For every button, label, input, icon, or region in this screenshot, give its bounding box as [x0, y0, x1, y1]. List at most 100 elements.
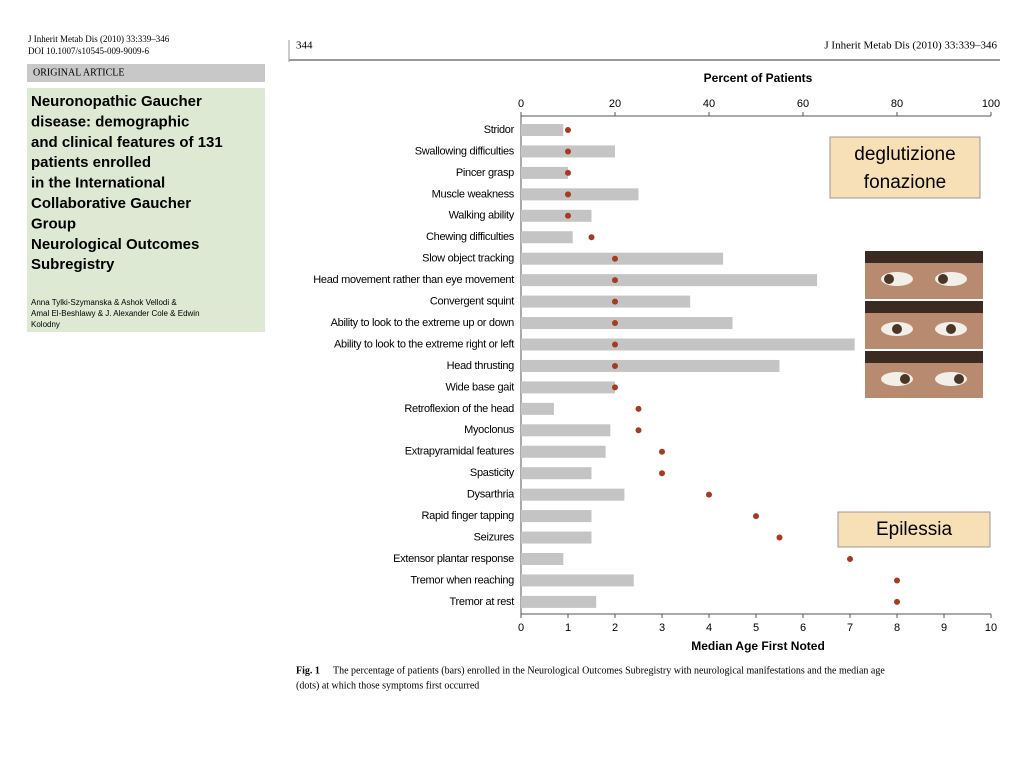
- bar: [521, 381, 615, 394]
- running-head: J Inherit Metab Dis (2010) 33:339–346: [824, 40, 997, 52]
- caption-line: The percentage of patients (bars) enroll…: [333, 665, 885, 676]
- x2-tick-label: 3: [659, 622, 665, 634]
- category-label: Tremor when reaching: [410, 574, 514, 586]
- page-number: 344: [296, 40, 313, 52]
- section-bar: [27, 64, 265, 82]
- dot: [659, 448, 665, 455]
- bar: [521, 510, 592, 523]
- bar: [521, 166, 568, 179]
- dot: [588, 234, 595, 241]
- axis-title: Median Age First Noted: [691, 639, 825, 653]
- dot: [894, 598, 900, 605]
- category-label: Convergent squint: [430, 296, 514, 308]
- callout-text: fonazione: [864, 172, 946, 193]
- title-line: Subregistry: [31, 256, 115, 273]
- x2-tick-label: 4: [706, 622, 712, 634]
- bar: [521, 531, 592, 544]
- category-label: Slow object tracking: [422, 253, 514, 265]
- dot: [753, 513, 759, 520]
- citation: J Inherit Metab Dis (2010) 33:339–346: [28, 34, 170, 44]
- x-tick-label: 80: [891, 98, 903, 110]
- x-tick-label: 20: [609, 98, 621, 110]
- dot: [706, 491, 712, 498]
- bar: [521, 488, 625, 501]
- author-line: Anna Tylki-Szymanska & Ashok Vellodi &: [31, 298, 177, 307]
- x2-tick-label: 2: [612, 622, 618, 634]
- doi: DOI 10.1007/s10545-009-9009-6: [28, 46, 149, 56]
- x2-tick-label: 0: [518, 622, 524, 634]
- title-line: Group: [31, 215, 76, 232]
- category-label: Retroflexion of the head: [404, 403, 514, 415]
- category-label: Extrapyramidal features: [405, 446, 515, 458]
- category-label: Rapid finger tapping: [422, 510, 515, 522]
- title-line: Neuronopathic Gaucher: [31, 93, 202, 110]
- x-tick-label: 40: [703, 98, 715, 110]
- callout-text: deglutizione: [854, 144, 955, 165]
- x-tick-label: 100: [982, 98, 1000, 110]
- bar: [521, 124, 564, 136]
- callout-box: [829, 136, 981, 199]
- category-label: Myoclonus: [464, 424, 515, 436]
- category-label: Muscle weakness: [432, 188, 515, 200]
- category-label: Dysarthria: [467, 489, 515, 501]
- bar: [521, 574, 634, 587]
- x2-tick-label: 7: [847, 622, 853, 634]
- bar: [521, 467, 592, 480]
- category-label: Spasticity: [470, 467, 515, 479]
- category-label: Head thrusting: [447, 360, 515, 372]
- x2-tick-label: 6: [800, 622, 806, 634]
- category-label: Walking ability: [449, 210, 515, 222]
- dot: [612, 384, 618, 391]
- x-tick-label: 60: [797, 98, 809, 110]
- caption-label: Fig. 1: [296, 665, 320, 676]
- bar: [521, 231, 573, 244]
- x2-tick-label: 5: [753, 622, 759, 634]
- x2-tick-label: 1: [565, 622, 571, 634]
- dot: [659, 470, 665, 477]
- x2-tick-label: 9: [941, 622, 947, 634]
- dot: [612, 277, 618, 284]
- title-line: disease: demographic: [31, 113, 189, 130]
- bar: [521, 317, 733, 330]
- caption-line: (dots) at which those symptoms first occ…: [296, 680, 479, 691]
- dot: [612, 255, 618, 262]
- axis-title: Percent of Patients: [704, 71, 813, 85]
- dot: [776, 534, 783, 541]
- bar: [521, 553, 564, 565]
- author-line: Amal El-Beshlawy & J. Alexander Cole & E…: [31, 309, 200, 318]
- category-label: Tremor at rest: [450, 596, 515, 608]
- title-box: [27, 88, 265, 332]
- title-line: in the International: [31, 175, 165, 192]
- dot: [565, 191, 571, 198]
- title-line: Collaborative Gaucher: [31, 195, 191, 212]
- x-tick-label: 0: [518, 98, 524, 110]
- bar: [521, 402, 554, 415]
- bar: [521, 445, 606, 458]
- bar: [521, 359, 780, 372]
- dot: [565, 127, 571, 133]
- bar: [521, 252, 724, 265]
- title-line: Neurological Outcomes: [31, 236, 199, 253]
- category-label: Pincer grasp: [456, 167, 514, 179]
- x2-tick-label: 10: [985, 622, 997, 634]
- category-label: Extensor plantar response: [393, 553, 514, 565]
- dot: [894, 577, 900, 584]
- dot: [565, 169, 571, 176]
- dot: [612, 362, 618, 369]
- category-label: Chewing difficulties: [426, 231, 515, 243]
- category-label: Ability to look to the extreme up or dow…: [331, 317, 515, 329]
- callout-text: Epilessia: [876, 519, 952, 540]
- category-label: Stridor: [484, 124, 515, 136]
- x2-tick-label: 8: [894, 622, 900, 634]
- dot: [612, 320, 618, 327]
- bar: [521, 295, 691, 308]
- bar: [521, 209, 592, 222]
- title-line: patients enrolled: [31, 154, 151, 171]
- dot: [847, 556, 853, 562]
- section: ORIGINAL ARTICLE: [33, 67, 125, 78]
- bar: [521, 188, 639, 201]
- category-label: Wide base gait: [445, 381, 514, 393]
- dot: [635, 405, 642, 412]
- callout-box: [837, 511, 991, 548]
